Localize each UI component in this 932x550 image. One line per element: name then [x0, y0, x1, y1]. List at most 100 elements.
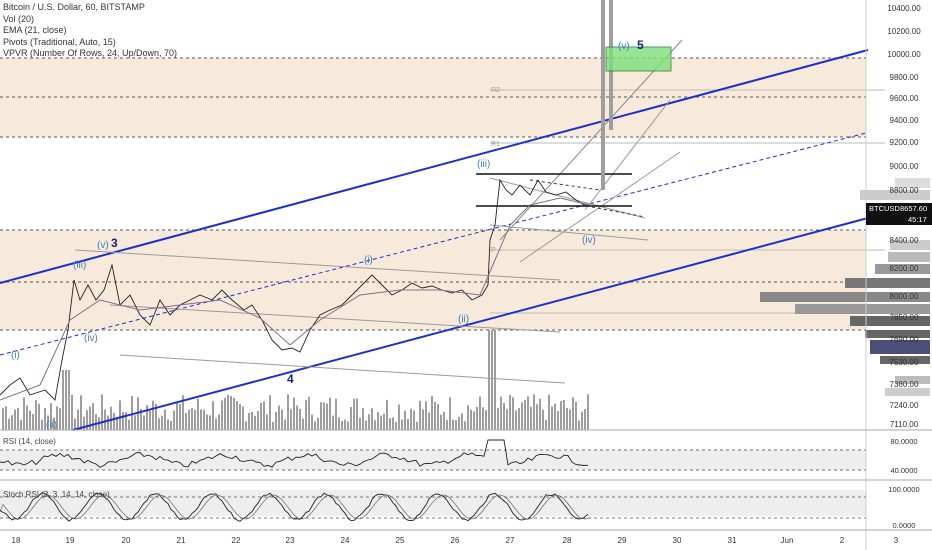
volume-bar [239, 404, 241, 430]
price-axis[interactable]: 10400.00 10200.00 10000.00 9800.00 9600.00 94… [887, 4, 921, 429]
volume-bar [503, 403, 505, 430]
volume-bar [461, 413, 463, 430]
volume-bar [302, 418, 304, 430]
volume-bar [29, 410, 31, 430]
volume-bar [551, 406, 553, 430]
volume-bar [269, 395, 271, 430]
volume-bar [377, 412, 379, 430]
volume-bar [161, 415, 163, 430]
volume-bar [218, 414, 220, 430]
volume-bar [560, 400, 562, 430]
volume-bar [359, 417, 361, 430]
volume-bar [221, 400, 223, 430]
price-axis-label: 8400.00 [890, 236, 919, 245]
volume-bar [143, 415, 145, 430]
range-box [476, 173, 632, 207]
volume-bar [17, 407, 19, 430]
volume-bar [107, 415, 109, 430]
legend-indicator-vol[interactable]: Vol (20) [3, 13, 35, 24]
volume-bar [179, 403, 181, 430]
ema-line [0, 197, 591, 401]
volume-bar [410, 408, 412, 430]
volume-bar [530, 406, 532, 430]
rsi-level-80: 80.0000 [890, 437, 917, 446]
volume-bar [56, 406, 58, 430]
level-lines [0, 57, 866, 331]
rsi-pane [0, 439, 932, 481]
volume-bar [230, 396, 232, 430]
price-axis-label: 7530.00 [890, 358, 919, 367]
volume-bar [227, 394, 229, 430]
volume-bar [236, 401, 238, 430]
legend-indicator-ema[interactable]: EMA (21, close) [3, 25, 67, 35]
volume-bar [374, 420, 376, 430]
time-axis[interactable]: 18 19 20 21 22 23 24 25 26 27 28 29 30 31 Jun 2 3 [12, 536, 899, 545]
volume-bar [341, 420, 343, 430]
stoch-label: Stoch RSI (3, 3, 14, 14, close) [3, 490, 110, 499]
volume-bar [563, 400, 565, 430]
volume-bar [5, 406, 7, 430]
volume-bar [86, 410, 88, 430]
wave-label-iv: (iv) [84, 333, 98, 344]
volume-bar [473, 411, 475, 430]
projection-arrow [601, 0, 672, 190]
volume-bar [515, 410, 517, 430]
wave-label-3: 3 [111, 236, 118, 250]
legend-indicator-pivots[interactable]: Pivots (Traditional, Auto, 15) [3, 36, 116, 47]
volume-bar [572, 397, 574, 430]
volume-bar [68, 370, 70, 430]
volume-bar [278, 405, 280, 430]
price-axis-label: 9600.00 [890, 94, 919, 103]
volume-bar [494, 330, 496, 430]
volume-bar [446, 419, 448, 430]
last-price-tag: BTCUSD 8657.60 45:17 [866, 203, 932, 225]
volume-bar [542, 409, 544, 430]
volume-bar [200, 409, 202, 430]
volume-bar [455, 420, 457, 430]
price-tag-countdown: 45:17 [908, 215, 927, 224]
volume-bar [308, 396, 310, 430]
volume-bar [476, 406, 478, 430]
volume-bar [464, 421, 466, 430]
volume-bar [158, 418, 160, 430]
triangle-line [591, 206, 646, 218]
volume-bar [242, 406, 244, 430]
volume-bar [272, 421, 274, 430]
wave-label-i-2: (i) [364, 255, 373, 266]
volume-bar [578, 420, 580, 430]
volume-bar [215, 418, 217, 430]
volume-bar [212, 401, 214, 430]
volume-bar [512, 397, 514, 430]
volume-bar [233, 397, 235, 430]
volume-bar [350, 406, 352, 430]
time-axis-label: 23 [286, 536, 295, 545]
volume-bar [248, 412, 250, 430]
volume-bar [110, 406, 112, 430]
volume-bar [134, 415, 136, 430]
volume-bar [41, 419, 43, 430]
volume-bar [92, 403, 94, 430]
volume-bar [299, 408, 301, 430]
volume-bar [395, 421, 397, 430]
volume-bar [371, 408, 373, 430]
price-axis-label: 10000.00 [887, 50, 921, 59]
volume-bar [176, 402, 178, 430]
volume-bar [80, 395, 82, 430]
volume-bar [26, 405, 28, 430]
stoch-level-100: 100.0000 [888, 485, 919, 494]
volume-bar [416, 421, 418, 430]
legend-symbol[interactable]: Bitcoin / U.S. Dollar, 60, BITSTAMP [3, 2, 145, 12]
volume-bar [74, 418, 76, 430]
wave-label-ii: (ii) [458, 314, 469, 325]
wave-label-ii-0: (ii) [46, 420, 57, 431]
wave-label-v-2: (v) [618, 41, 630, 52]
volume-bar [281, 409, 283, 430]
volume-bar [479, 396, 481, 430]
volume-bar [104, 409, 106, 430]
volume-bar [398, 404, 400, 430]
legend-indicator-vpvr[interactable]: VPVR (Number Of Rows, 24, Up/Down, 70) [3, 48, 178, 58]
volume-bar [569, 409, 571, 430]
volume-bar [452, 419, 454, 430]
price-tag-symbol: BTCUSD [869, 204, 900, 213]
